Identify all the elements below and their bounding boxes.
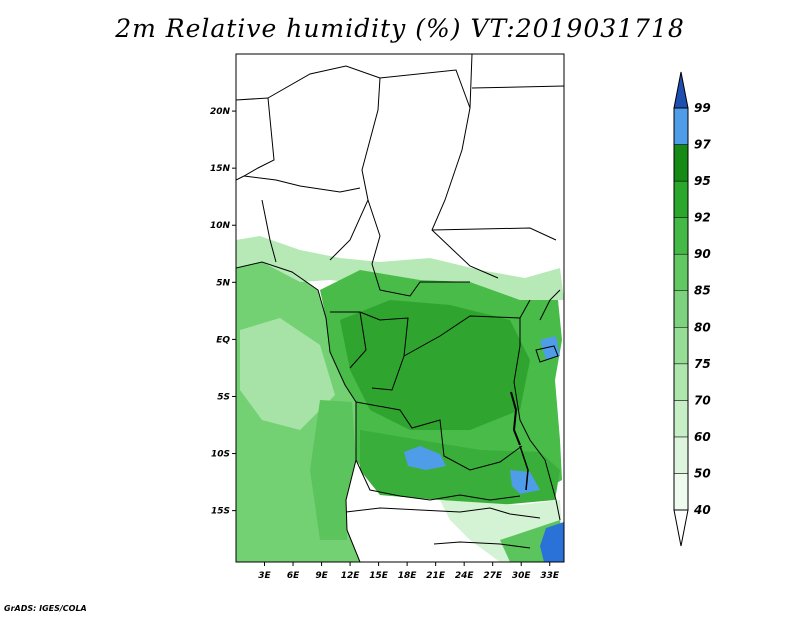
colorbar-label: 60 (694, 430, 711, 444)
colorbar-segment (673, 290, 689, 328)
humidity-field (236, 54, 564, 562)
colorbar-outline (673, 107, 689, 511)
colorbar-label: 85 (694, 284, 711, 298)
map-title: 2m Relative humidity (%) VT:2019031718 (115, 14, 685, 43)
lat-tick-label: 15S (211, 507, 230, 517)
colorbar-segment (673, 473, 689, 511)
colorbar-label: 70 (694, 393, 711, 407)
map-frame (235, 53, 565, 563)
colorbar-label: 40 (693, 503, 711, 517)
colorbar-segment (673, 400, 689, 438)
ocean-coast-band (310, 400, 356, 540)
southern-dry-region (350, 500, 470, 562)
high-humidity-patch (510, 470, 540, 494)
colorbar-label: 80 (694, 320, 711, 334)
colorbar-label: 92 (694, 211, 711, 225)
lat-tick-label: 10N (210, 221, 231, 231)
lat-tick-label: EQ (216, 335, 230, 345)
guinea-coast-band (236, 236, 564, 300)
colorbar-segment (673, 253, 689, 291)
lon-tick-label: 6E (287, 571, 300, 581)
ocean-dry-band (240, 318, 335, 430)
lon-tick-label: 27E (483, 571, 503, 581)
lon-tick-label: 33E (540, 571, 560, 581)
high-humidity-patch (540, 336, 560, 360)
lon-tick-label: 18E (398, 571, 418, 581)
congo-core (340, 300, 530, 430)
colorbar-label: 50 (694, 466, 711, 480)
colorbar-segment (673, 363, 689, 401)
high-humidity-patch (540, 522, 564, 562)
colorbar-segment (673, 107, 689, 145)
country-borders (236, 54, 564, 549)
lon-tick-label: 12E (341, 571, 361, 581)
lat-tick-label: 10S (211, 450, 230, 460)
southern-moist-band (360, 430, 560, 505)
colorbar-segment (673, 180, 689, 218)
colorbar-label: 99 (694, 101, 711, 115)
longitude-axis: 3E 6E 9E 12E 15E 18E 21E 24E 27E 30E 33E (258, 562, 560, 581)
colorbar-label: 75 (694, 357, 711, 371)
colorbar-min-triangle (673, 509, 689, 547)
colorbar-label: 90 (694, 247, 711, 261)
lat-tick-label: 20N (210, 107, 231, 117)
lat-tick-label: 5N (216, 278, 230, 288)
lat-tick-label: 15N (210, 164, 231, 174)
lon-tick-label: 21E (426, 571, 446, 581)
colorbar-max-triangle (673, 71, 689, 109)
colorbar-segment (673, 327, 689, 365)
colorbar-segment (673, 144, 689, 182)
latitude-axis: 20N 15N 10N 5N EQ 5S 10S 15S (210, 107, 236, 517)
lon-tick-label: 15E (369, 571, 389, 581)
colorbar-segment (673, 217, 689, 255)
coastline (236, 261, 361, 562)
high-humidity-patch (404, 446, 446, 470)
colorbar-label: 95 (694, 174, 711, 188)
colorbar-segment (673, 436, 689, 474)
lon-tick-label: 3E (258, 571, 271, 581)
colorbar: 40 50 60 70 75 80 85 90 92 95 97 99 (673, 71, 711, 547)
grads-credit: GrADS: IGES/COLA (4, 604, 87, 613)
colorbar-label: 97 (694, 138, 711, 152)
lon-tick-label: 24E (455, 571, 475, 581)
lat-tick-label: 5S (217, 392, 230, 402)
lon-tick-label: 30E (512, 571, 532, 581)
lon-tick-label: 9E (315, 571, 328, 581)
